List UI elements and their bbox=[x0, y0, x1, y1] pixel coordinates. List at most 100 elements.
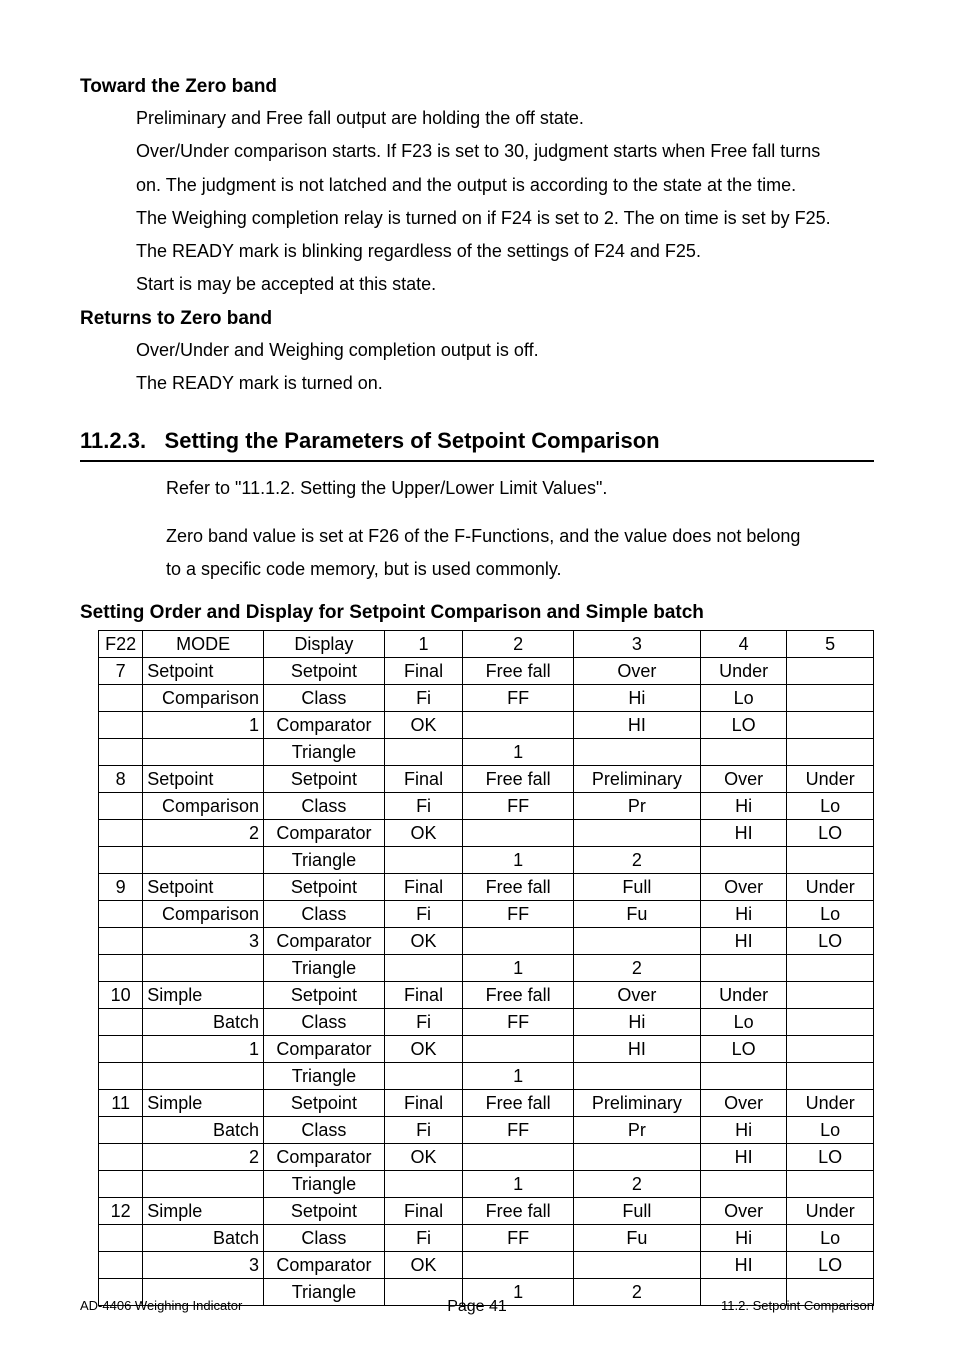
display-cell: Comparator bbox=[264, 1036, 385, 1063]
col5-cell bbox=[787, 1036, 874, 1063]
col4-cell: Over bbox=[700, 1198, 787, 1225]
col2-cell: FF bbox=[463, 901, 574, 928]
h3-heading: 11.2.3. Setting the Parameters of Setpoi… bbox=[80, 428, 874, 462]
toward-zero-line: The READY mark is blinking regardless of… bbox=[136, 235, 874, 268]
col4-cell: Hi bbox=[700, 901, 787, 928]
col1-cell: Final bbox=[384, 874, 463, 901]
col4-cell: Under bbox=[700, 658, 787, 685]
col4-cell bbox=[700, 1063, 787, 1090]
table-row: 12SimpleSetpointFinalFree fallFullOverUn… bbox=[99, 1198, 874, 1225]
col1-cell: OK bbox=[384, 712, 463, 739]
col5-cell: Under bbox=[787, 766, 874, 793]
display-cell: Class bbox=[264, 1117, 385, 1144]
table-header-cell: MODE bbox=[143, 631, 264, 658]
table-header-cell: Display bbox=[264, 631, 385, 658]
mode-cell: 1 bbox=[143, 712, 264, 739]
table-header-cell: 5 bbox=[787, 631, 874, 658]
col2-cell: Free fall bbox=[463, 1090, 574, 1117]
mode-cell: 3 bbox=[143, 1252, 264, 1279]
col4-cell: HI bbox=[700, 928, 787, 955]
mode-cell: Setpoint bbox=[143, 874, 264, 901]
col3-cell: Full bbox=[574, 1198, 701, 1225]
table-row: 2ComparatorOKHILO bbox=[99, 1144, 874, 1171]
h3-paragraph: Zero band value is set at F26 of the F-F… bbox=[166, 520, 874, 587]
display-cell: Comparator bbox=[264, 1252, 385, 1279]
f22-cell bbox=[99, 1171, 143, 1198]
col3-cell bbox=[574, 1063, 701, 1090]
f22-cell bbox=[99, 955, 143, 982]
col3-cell: Preliminary bbox=[574, 766, 701, 793]
f22-cell bbox=[99, 1144, 143, 1171]
col1-cell bbox=[384, 955, 463, 982]
mode-cell: Setpoint bbox=[143, 658, 264, 685]
toward-zero-line: on. The judgment is not latched and the … bbox=[136, 169, 874, 202]
f22-cell: 7 bbox=[99, 658, 143, 685]
footer-center: Page 41 bbox=[80, 1298, 874, 1316]
f22-cell bbox=[99, 1252, 143, 1279]
h3-paragraph: Refer to "11.1.2. Setting the Upper/Lowe… bbox=[166, 472, 874, 505]
display-cell: Class bbox=[264, 685, 385, 712]
f22-cell bbox=[99, 793, 143, 820]
mode-cell: Batch bbox=[143, 1225, 264, 1252]
col1-cell bbox=[384, 847, 463, 874]
f22-cell bbox=[99, 685, 143, 712]
table-row: BatchClassFiFFHiLo bbox=[99, 1009, 874, 1036]
col1-cell: OK bbox=[384, 928, 463, 955]
col2-cell: 1 bbox=[463, 1063, 574, 1090]
col4-cell bbox=[700, 739, 787, 766]
col2-cell bbox=[463, 928, 574, 955]
col4-cell: Over bbox=[700, 766, 787, 793]
col5-cell bbox=[787, 712, 874, 739]
table-header-cell: 4 bbox=[700, 631, 787, 658]
table-header-cell: 3 bbox=[574, 631, 701, 658]
toward-zero-body: Preliminary and Free fall output are hol… bbox=[136, 102, 874, 302]
col5-cell: Under bbox=[787, 874, 874, 901]
col3-cell: Fu bbox=[574, 1225, 701, 1252]
table-row: Triangle12 bbox=[99, 847, 874, 874]
table-row: 3ComparatorOKHILO bbox=[99, 928, 874, 955]
table-row: 9SetpointSetpointFinalFree fallFullOverU… bbox=[99, 874, 874, 901]
f22-cell bbox=[99, 901, 143, 928]
mode-cell: Comparison bbox=[143, 793, 264, 820]
col4-cell: Lo bbox=[700, 1009, 787, 1036]
display-cell: Triangle bbox=[264, 955, 385, 982]
col2-cell: FF bbox=[463, 685, 574, 712]
col3-cell bbox=[574, 1144, 701, 1171]
mode-cell: Batch bbox=[143, 1009, 264, 1036]
col5-cell bbox=[787, 1063, 874, 1090]
table-row: ComparisonClassFiFFHiLo bbox=[99, 685, 874, 712]
display-cell: Class bbox=[264, 1009, 385, 1036]
page-footer: AD-4406 Weighing Indicator Page 41 11.2.… bbox=[80, 1298, 874, 1313]
mode-cell: Simple bbox=[143, 1090, 264, 1117]
table-row: Triangle12 bbox=[99, 1171, 874, 1198]
table-row: 2ComparatorOKHILO bbox=[99, 820, 874, 847]
mode-cell: Setpoint bbox=[143, 766, 264, 793]
col3-cell: 2 bbox=[574, 847, 701, 874]
col5-cell bbox=[787, 1171, 874, 1198]
col2-cell: Free fall bbox=[463, 982, 574, 1009]
page: Toward the Zero band Preliminary and Fre… bbox=[0, 0, 954, 1351]
col4-cell bbox=[700, 955, 787, 982]
display-cell: Setpoint bbox=[264, 982, 385, 1009]
col4-cell: HI bbox=[700, 1144, 787, 1171]
col5-cell: LO bbox=[787, 820, 874, 847]
col1-cell: Fi bbox=[384, 1009, 463, 1036]
col3-cell: Pr bbox=[574, 1117, 701, 1144]
col5-cell: LO bbox=[787, 1144, 874, 1171]
col1-cell bbox=[384, 1063, 463, 1090]
col4-cell: Hi bbox=[700, 793, 787, 820]
col4-cell: HI bbox=[700, 820, 787, 847]
col3-cell bbox=[574, 928, 701, 955]
col1-cell bbox=[384, 1171, 463, 1198]
table-row: 1ComparatorOKHILO bbox=[99, 1036, 874, 1063]
col3-cell: Preliminary bbox=[574, 1090, 701, 1117]
table-header-cell: 2 bbox=[463, 631, 574, 658]
table-header-cell: F22 bbox=[99, 631, 143, 658]
col5-cell bbox=[787, 685, 874, 712]
col2-cell: Free fall bbox=[463, 658, 574, 685]
col2-cell: 1 bbox=[463, 739, 574, 766]
col4-cell bbox=[700, 1171, 787, 1198]
table-row: ComparisonClassFiFFPrHiLo bbox=[99, 793, 874, 820]
f22-cell bbox=[99, 739, 143, 766]
table-row: 10SimpleSetpointFinalFree fallOverUnder bbox=[99, 982, 874, 1009]
